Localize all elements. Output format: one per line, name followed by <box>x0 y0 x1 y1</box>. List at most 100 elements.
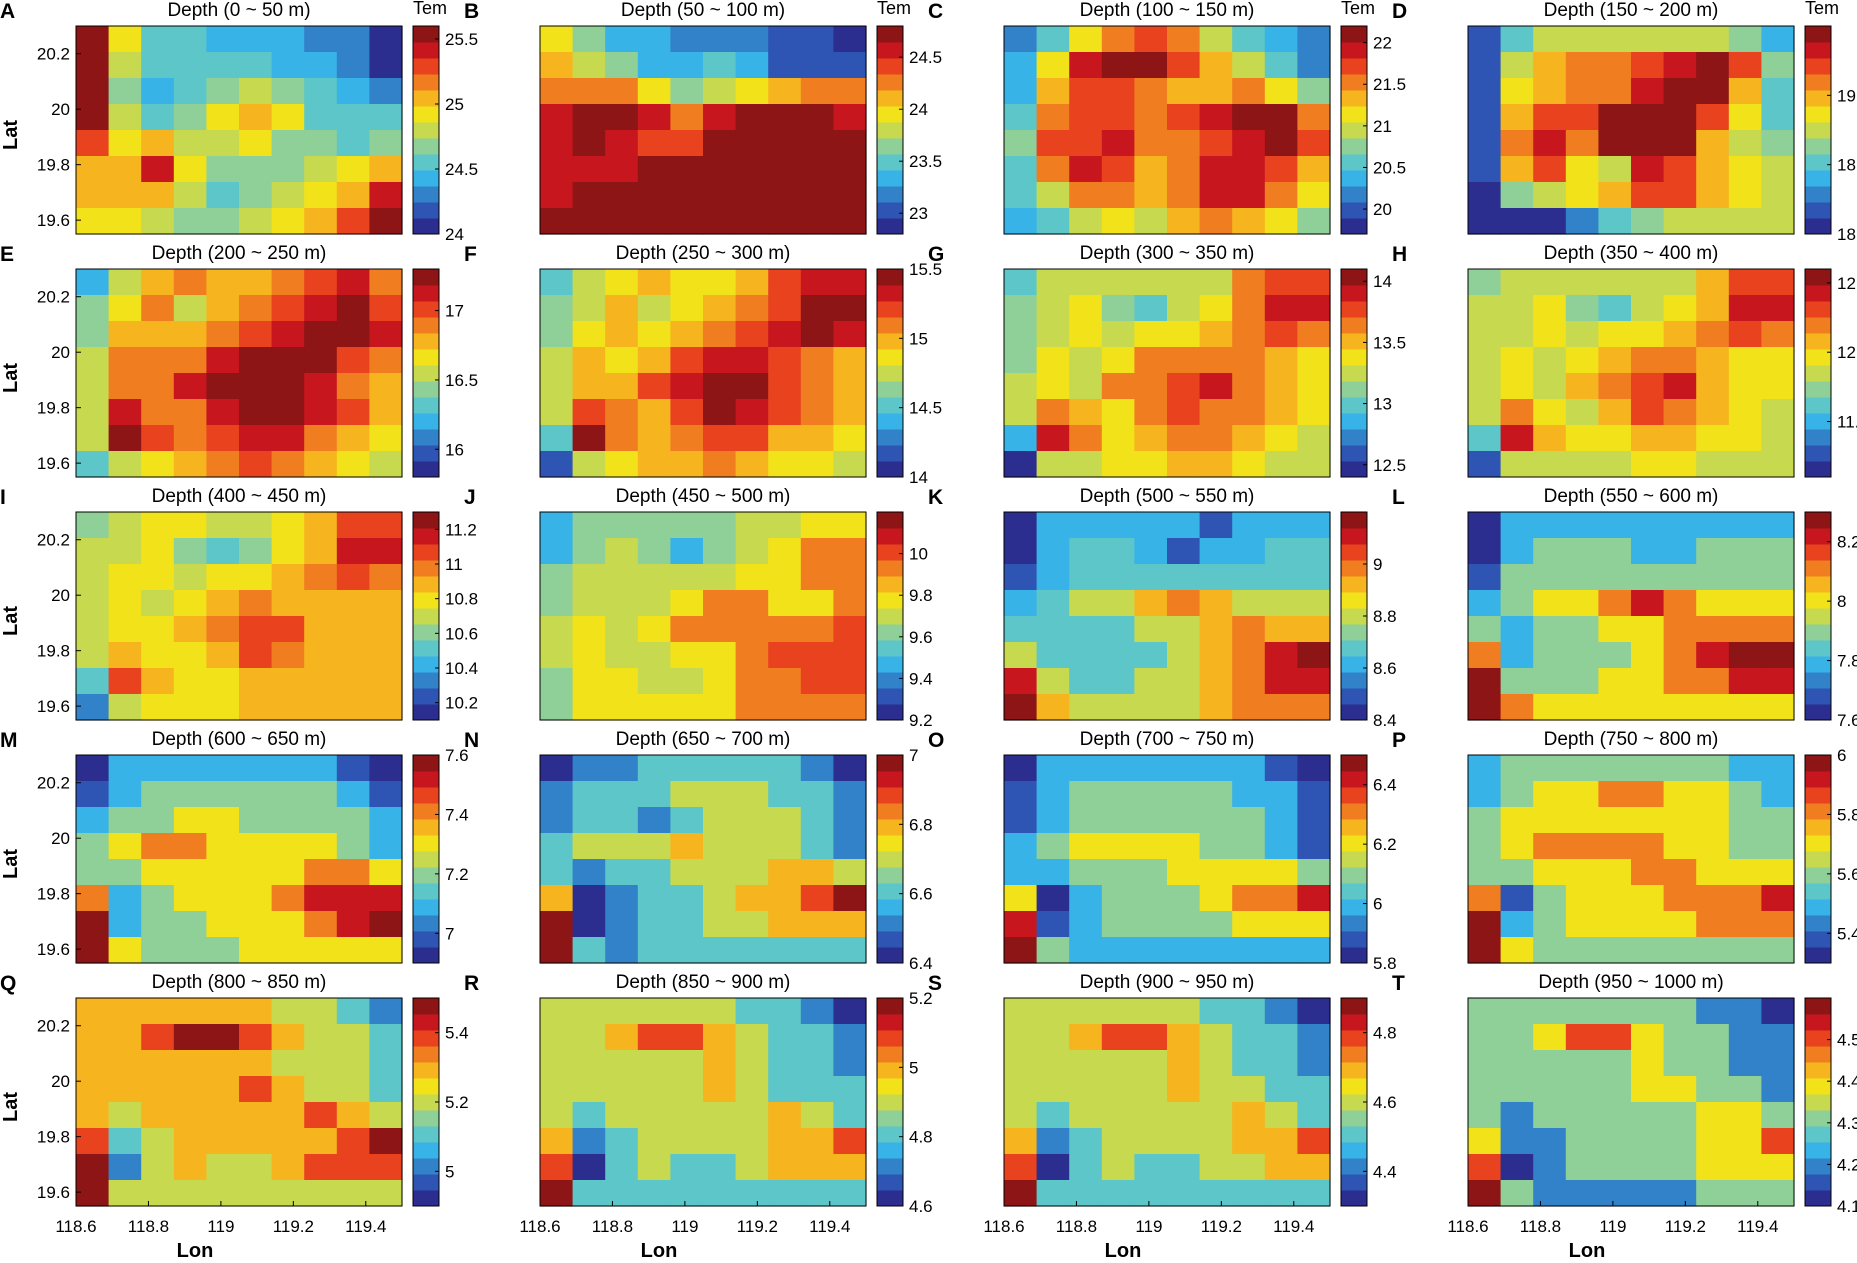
heatmap-cell <box>1167 859 1201 886</box>
heatmap-cell <box>833 1050 867 1077</box>
colorbar-band <box>877 915 903 932</box>
colorbar-frame <box>1804 511 1832 721</box>
heatmap-cell <box>670 1128 704 1155</box>
colorbar-band <box>413 755 439 772</box>
heatmap-cell <box>1728 1154 1762 1181</box>
heatmap-cell <box>76 1154 110 1181</box>
heatmap-cell <box>1468 833 1502 860</box>
heatmap-cell <box>108 451 142 478</box>
heatmap-cell <box>141 807 175 834</box>
heatmap-cell <box>239 1128 273 1155</box>
heatmap-cell <box>206 590 240 617</box>
heatmap-cell <box>800 781 834 808</box>
heatmap-cell <box>369 911 403 938</box>
colorbar-band <box>877 1142 903 1159</box>
colorbar-band <box>1805 397 1831 414</box>
colorbar-frame <box>876 997 904 1207</box>
heatmap-cell <box>304 1076 338 1103</box>
heatmap-cell <box>1199 885 1233 912</box>
heatmap-cell <box>1232 538 1266 565</box>
colorbar-tick-label: 11.5 <box>1837 413 1857 432</box>
heatmap-cell <box>1761 1076 1795 1103</box>
heatmap-cell <box>304 373 338 400</box>
heatmap-cell <box>768 781 802 808</box>
heatmap-cell <box>1232 1128 1266 1155</box>
panel-title: Depth (50 ~ 100 m) <box>620 0 786 21</box>
heatmap-cell <box>1468 1024 1502 1051</box>
heatmap-cell <box>1069 451 1103 478</box>
heatmap-cell <box>1167 321 1201 348</box>
heatmap-cell <box>1468 998 1502 1025</box>
heatmap-cell <box>1101 1128 1135 1155</box>
heatmap-cell <box>1663 1180 1697 1207</box>
heatmap-cell <box>1264 373 1298 400</box>
heatmap-cell <box>108 1180 142 1207</box>
colorbar-band <box>877 1046 903 1063</box>
heatmap-cell <box>1264 512 1298 539</box>
heatmap-cell <box>239 347 273 374</box>
heatmap-cell <box>1565 269 1599 296</box>
heatmap-cell <box>1264 998 1298 1025</box>
heatmap-cell <box>141 208 175 235</box>
colorbar-band <box>413 883 439 900</box>
x-tick-label: 119.2 <box>273 1217 314 1236</box>
heatmap-cell <box>141 182 175 209</box>
heatmap-cell <box>1696 937 1730 964</box>
heatmap-cell <box>605 564 639 591</box>
heatmap-cell <box>605 78 639 105</box>
heatmap-cell <box>1036 694 1070 721</box>
colorbar-tick-label: 9.6 <box>909 628 933 647</box>
heatmap-cell <box>1036 1180 1070 1207</box>
x-tick-label: 119.4 <box>809 1217 850 1236</box>
heatmap-cell <box>1663 208 1697 235</box>
colorbar-band <box>1341 90 1367 107</box>
colorbar-band <box>1805 544 1831 561</box>
heatmap-cell <box>369 885 403 912</box>
heatmap-cell <box>1004 156 1038 183</box>
heatmap-cell <box>1232 26 1266 53</box>
heatmap-cell <box>1533 208 1567 235</box>
heatmap-cell <box>1069 538 1103 565</box>
colorbar-band <box>1341 672 1367 689</box>
heatmap-cell <box>540 616 574 643</box>
heatmap-cell <box>304 885 338 912</box>
heatmap-cell <box>540 321 574 348</box>
colorbar-band <box>1341 1142 1367 1159</box>
heatmap-cell <box>1598 781 1632 808</box>
colorbar-tick-label: 25 <box>445 95 464 114</box>
heatmap-cell <box>1500 26 1534 53</box>
heatmap-cell <box>572 425 606 452</box>
heatmap-cell <box>76 998 110 1025</box>
heatmap-cell <box>336 694 370 721</box>
heatmap-cell <box>173 1102 207 1129</box>
heatmap-cell <box>1167 807 1201 834</box>
heatmap-cell <box>768 1128 802 1155</box>
heatmap-cell <box>1004 1180 1038 1207</box>
heatmap-cell <box>540 399 574 426</box>
heatmap-cell <box>336 755 370 782</box>
colorbar-tick-label: 4.8 <box>909 1128 933 1147</box>
heatmap-cell <box>1761 26 1795 53</box>
heatmap-cell <box>1199 182 1233 209</box>
heatmap-cell <box>768 668 802 695</box>
colorbar-band <box>1805 560 1831 577</box>
heatmap-cell <box>1101 998 1135 1025</box>
colorbar-band <box>1341 544 1367 561</box>
panel-title: Depth (600 ~ 650 m) <box>151 729 327 750</box>
heatmap-cell <box>1036 321 1070 348</box>
heatmap-cell <box>1297 538 1331 565</box>
heatmap-cell <box>1631 1154 1665 1181</box>
colorbar-band <box>877 544 903 561</box>
plot-frame <box>1467 754 1795 964</box>
colorbar-band <box>1341 170 1367 187</box>
panel-t: T Depth (950 ~ 1000 m) 118.6 118.8 119 119.2 1… <box>1392 972 1857 1236</box>
heatmap-cell <box>637 833 671 860</box>
heatmap-cell <box>141 859 175 886</box>
heatmap-cell <box>1631 373 1665 400</box>
heatmap-cell <box>1565 52 1599 79</box>
heatmap-cell <box>1468 755 1502 782</box>
colorbar-title: Tem <box>413 0 448 18</box>
plot-frame <box>1003 754 1331 964</box>
